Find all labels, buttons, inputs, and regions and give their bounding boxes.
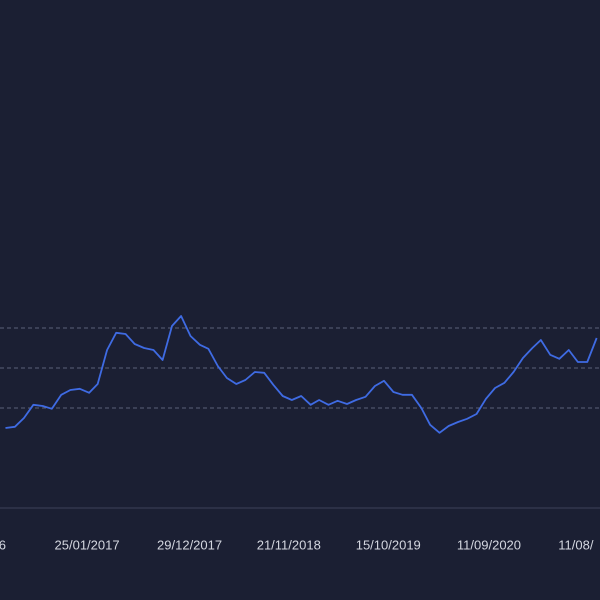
- x-tick-label: 25/01/2017: [55, 537, 120, 552]
- x-tick-label: 11/08/: [558, 537, 594, 552]
- x-tick-label: 15/10/2019: [356, 537, 421, 552]
- x-tick-label: 6: [0, 537, 6, 552]
- x-tick-label: 21/11/2018: [257, 537, 321, 552]
- data-line: [5, 315, 598, 434]
- x-tick-label: 11/09/2020: [457, 537, 521, 552]
- x-tick-label: 29/12/2017: [157, 537, 222, 552]
